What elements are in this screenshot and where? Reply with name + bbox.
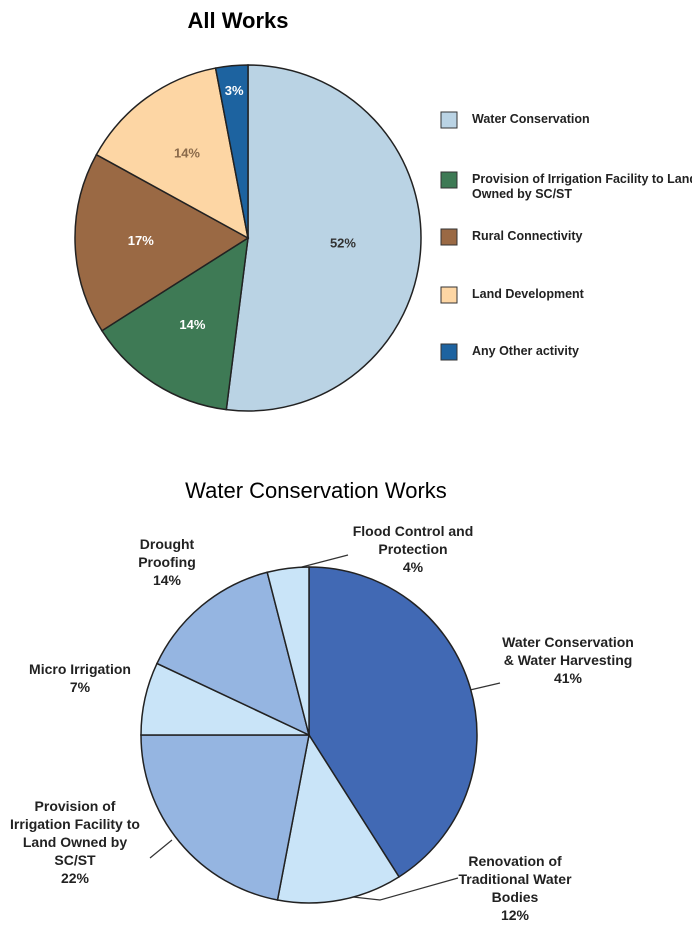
category-name: Provision of Irrigation Facility to Land… (10, 798, 140, 868)
leader-line (149, 839, 173, 859)
pie-slice (140, 734, 310, 901)
legend-swatch (440, 286, 458, 304)
slice-label: Drought Proofing 14% (117, 535, 217, 589)
value-label: 7% (69, 679, 91, 695)
legend-swatch (440, 111, 458, 129)
pie-slice (100, 236, 249, 411)
pie-slice (308, 566, 478, 878)
pie-slice (95, 67, 250, 240)
slice-label: Provision of Irrigation Facility to Land… (5, 797, 145, 887)
value-label: 14% (152, 572, 182, 588)
slice-label: Water Conservation & Water Harvesting 41% (498, 633, 638, 687)
legend-label: Land Development (472, 287, 584, 301)
legend-label: Rural Connectivity (472, 229, 583, 243)
legend-label: Provision of Irrigation Facility to Land… (472, 172, 692, 201)
slice-label: 17% (128, 233, 154, 248)
category-name: Drought Proofing (138, 536, 196, 570)
chart-title: All Works (187, 8, 288, 33)
slice-label: 3% (225, 83, 244, 98)
category-name: Flood Control and Protection (352, 523, 474, 557)
value-label: 22% (60, 870, 90, 886)
value-label: 4% (402, 559, 424, 575)
slice-label: Renovation of Traditional Water Bodies 12… (445, 852, 585, 924)
category-name: Renovation of Traditional Water Bodies (458, 853, 572, 905)
legend-swatch (440, 343, 458, 361)
slice-label: 14% (174, 145, 200, 160)
pie-slice (74, 153, 250, 332)
pie-slice (276, 732, 401, 904)
value-label: 41% (553, 670, 583, 686)
slice-label: Flood Control and Protection 4% (338, 522, 488, 576)
pie-slice (225, 64, 422, 412)
category-name: Water Conservation & Water Harvesting (502, 634, 634, 668)
legend-swatch (440, 171, 458, 189)
legend-swatch (440, 228, 458, 246)
category-name: Micro Irrigation (29, 661, 131, 677)
leader-line (469, 682, 501, 691)
pie-slice (214, 64, 249, 239)
legend-label: Any Other activity (472, 344, 579, 358)
leader-line (297, 554, 349, 569)
slice-label: 14% (179, 317, 205, 332)
pie-slice (155, 571, 311, 737)
pie-slice (266, 566, 310, 736)
slice-label: Micro Irrigation 7% (10, 660, 150, 696)
legend-label: Water Conservation (472, 112, 590, 126)
slice-label: 52% (330, 235, 356, 250)
value-label: 12% (500, 907, 530, 923)
chart-title: Water Conservation Works (185, 478, 447, 503)
